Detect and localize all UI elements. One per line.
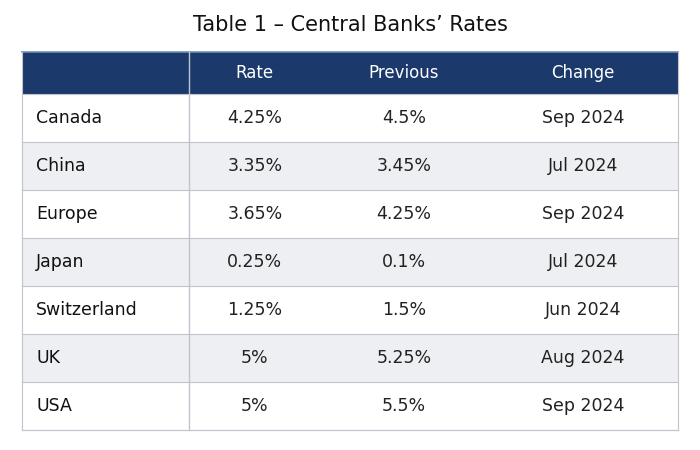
Bar <box>189 334 321 382</box>
Bar <box>189 142 321 190</box>
Bar <box>22 142 189 190</box>
Text: Japan: Japan <box>36 253 85 271</box>
Bar <box>321 238 488 286</box>
Bar <box>189 238 321 286</box>
Text: 3.65%: 3.65% <box>228 205 283 223</box>
Bar <box>321 52 488 94</box>
Text: 3.35%: 3.35% <box>228 157 282 175</box>
Text: 4.5%: 4.5% <box>382 109 426 127</box>
Text: 5%: 5% <box>241 349 269 367</box>
Bar <box>189 52 321 94</box>
Bar <box>189 190 321 238</box>
Bar <box>321 334 488 382</box>
Bar <box>189 286 321 334</box>
Text: 3.45%: 3.45% <box>377 157 432 175</box>
Bar <box>488 382 678 430</box>
Bar <box>189 382 321 430</box>
Bar <box>321 190 488 238</box>
Text: Jul 2024: Jul 2024 <box>547 253 618 271</box>
Text: Change: Change <box>551 64 615 82</box>
Bar <box>22 190 189 238</box>
Text: 4.25%: 4.25% <box>377 205 432 223</box>
Bar <box>488 334 678 382</box>
Text: Canada: Canada <box>36 109 102 127</box>
Text: Jun 2024: Jun 2024 <box>545 301 621 319</box>
Text: Switzerland: Switzerland <box>36 301 138 319</box>
Text: Sep 2024: Sep 2024 <box>542 109 624 127</box>
Text: Previous: Previous <box>369 64 440 82</box>
Bar <box>488 94 678 142</box>
Text: 0.25%: 0.25% <box>228 253 282 271</box>
Bar <box>22 334 189 382</box>
Text: Rate: Rate <box>236 64 274 82</box>
Text: China: China <box>36 157 85 175</box>
Bar <box>488 52 678 94</box>
Bar <box>488 286 678 334</box>
Bar <box>189 94 321 142</box>
Text: Europe: Europe <box>36 205 97 223</box>
Text: 0.1%: 0.1% <box>382 253 426 271</box>
Text: 5%: 5% <box>241 397 269 415</box>
Text: 5.5%: 5.5% <box>382 397 426 415</box>
Text: 1.5%: 1.5% <box>382 301 426 319</box>
Bar <box>488 190 678 238</box>
Text: Sep 2024: Sep 2024 <box>542 205 624 223</box>
Bar <box>321 382 488 430</box>
Text: 5.25%: 5.25% <box>377 349 432 367</box>
Text: Jul 2024: Jul 2024 <box>547 157 618 175</box>
Text: USA: USA <box>36 397 72 415</box>
Text: 1.25%: 1.25% <box>228 301 282 319</box>
Text: Sep 2024: Sep 2024 <box>542 397 624 415</box>
Text: 4.25%: 4.25% <box>228 109 282 127</box>
Bar <box>488 142 678 190</box>
Text: Aug 2024: Aug 2024 <box>541 349 624 367</box>
Bar <box>321 286 488 334</box>
Bar <box>22 286 189 334</box>
Bar <box>22 238 189 286</box>
Bar <box>321 94 488 142</box>
Text: Table 1 – Central Banks’ Rates: Table 1 – Central Banks’ Rates <box>193 15 508 35</box>
Bar <box>22 94 189 142</box>
Bar <box>321 142 488 190</box>
Bar <box>488 238 678 286</box>
Bar <box>22 52 189 94</box>
Text: UK: UK <box>36 349 60 367</box>
Bar <box>22 382 189 430</box>
